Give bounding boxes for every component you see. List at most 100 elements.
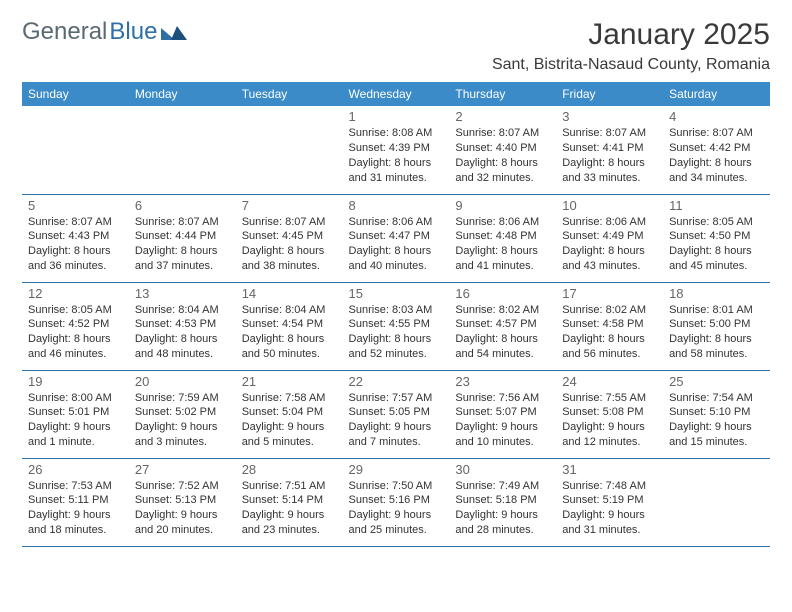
day-number: 12 — [28, 286, 123, 301]
week-row: 12Sunrise: 8:05 AMSunset: 4:52 PMDayligh… — [22, 282, 770, 370]
day-header: Thursday — [449, 82, 556, 106]
daylight-line: Daylight: 9 hours and 1 minute. — [28, 420, 123, 450]
day-number: 21 — [242, 374, 337, 389]
day-number: 19 — [28, 374, 123, 389]
daylight-line: Daylight: 8 hours and 37 minutes. — [135, 244, 230, 274]
sunrise-line: Sunrise: 7:49 AM — [455, 479, 550, 494]
day-number: 7 — [242, 198, 337, 213]
sunset-line: Sunset: 5:02 PM — [135, 405, 230, 420]
day-header: Monday — [129, 82, 236, 106]
day-cell: 7Sunrise: 8:07 AMSunset: 4:45 PMDaylight… — [236, 194, 343, 282]
logo-text-part1: General — [22, 18, 107, 46]
sunrise-line: Sunrise: 7:52 AM — [135, 479, 230, 494]
day-cell: 26Sunrise: 7:53 AMSunset: 5:11 PMDayligh… — [22, 458, 129, 546]
sunrise-line: Sunrise: 8:01 AM — [669, 303, 764, 318]
week-row: 5Sunrise: 8:07 AMSunset: 4:43 PMDaylight… — [22, 194, 770, 282]
day-cell: 20Sunrise: 7:59 AMSunset: 5:02 PMDayligh… — [129, 370, 236, 458]
day-number: 31 — [562, 462, 657, 477]
day-number: 13 — [135, 286, 230, 301]
sunset-line: Sunset: 5:05 PM — [349, 405, 444, 420]
sunset-line: Sunset: 4:41 PM — [562, 141, 657, 156]
sunset-line: Sunset: 5:14 PM — [242, 493, 337, 508]
daylight-line: Daylight: 9 hours and 12 minutes. — [562, 420, 657, 450]
sunset-line: Sunset: 5:11 PM — [28, 493, 123, 508]
daylight-line: Daylight: 8 hours and 43 minutes. — [562, 244, 657, 274]
week-row: 19Sunrise: 8:00 AMSunset: 5:01 PMDayligh… — [22, 370, 770, 458]
sunset-line: Sunset: 4:53 PM — [135, 317, 230, 332]
day-number: 27 — [135, 462, 230, 477]
logo: GeneralBlue — [22, 18, 187, 46]
day-cell: 17Sunrise: 8:02 AMSunset: 4:58 PMDayligh… — [556, 282, 663, 370]
daylight-line: Daylight: 9 hours and 15 minutes. — [669, 420, 764, 450]
month-title: January 2025 — [492, 18, 770, 52]
day-number: 23 — [455, 374, 550, 389]
daylight-line: Daylight: 8 hours and 46 minutes. — [28, 332, 123, 362]
daylight-line: Daylight: 8 hours and 40 minutes. — [349, 244, 444, 274]
day-cell: 4Sunrise: 8:07 AMSunset: 4:42 PMDaylight… — [663, 106, 770, 194]
week-row: 26Sunrise: 7:53 AMSunset: 5:11 PMDayligh… — [22, 458, 770, 546]
daylight-line: Daylight: 9 hours and 23 minutes. — [242, 508, 337, 538]
sunrise-line: Sunrise: 8:05 AM — [28, 303, 123, 318]
title-block: January 2025 Sant, Bistrita-Nasaud Count… — [492, 18, 770, 74]
sunset-line: Sunset: 4:44 PM — [135, 229, 230, 244]
sunset-line: Sunset: 5:18 PM — [455, 493, 550, 508]
sunrise-line: Sunrise: 8:02 AM — [455, 303, 550, 318]
day-number: 8 — [349, 198, 444, 213]
sunset-line: Sunset: 4:55 PM — [349, 317, 444, 332]
day-cell: 3Sunrise: 8:07 AMSunset: 4:41 PMDaylight… — [556, 106, 663, 194]
daylight-line: Daylight: 9 hours and 31 minutes. — [562, 508, 657, 538]
sunset-line: Sunset: 4:52 PM — [28, 317, 123, 332]
day-cell: 6Sunrise: 8:07 AMSunset: 4:44 PMDaylight… — [129, 194, 236, 282]
sunset-line: Sunset: 4:42 PM — [669, 141, 764, 156]
day-number: 16 — [455, 286, 550, 301]
day-cell: 2Sunrise: 8:07 AMSunset: 4:40 PMDaylight… — [449, 106, 556, 194]
daylight-line: Daylight: 9 hours and 18 minutes. — [28, 508, 123, 538]
day-number: 29 — [349, 462, 444, 477]
sunrise-line: Sunrise: 7:51 AM — [242, 479, 337, 494]
day-cell: 29 Sunrise: 7:50 AMSunset: 5:16 PMDayligh… — [343, 458, 450, 546]
daylight-line: Daylight: 8 hours and 32 minutes. — [455, 156, 550, 186]
sunset-line: Sunset: 4:45 PM — [242, 229, 337, 244]
sunset-line: Sunset: 4:40 PM — [455, 141, 550, 156]
day-cell: 28Sunrise: 7:51 AMSunset: 5:14 PMDayligh… — [236, 458, 343, 546]
sunrise-line: Sunrise: 7:48 AM — [562, 479, 657, 494]
daylight-line: Daylight: 8 hours and 58 minutes. — [669, 332, 764, 362]
day-header: Friday — [556, 82, 663, 106]
sunrise-line: Sunrise: 8:08 AM — [349, 126, 444, 141]
day-header: Saturday — [663, 82, 770, 106]
sunset-line: Sunset: 5:08 PM — [562, 405, 657, 420]
week-row: 1Sunrise: 8:08 AMSunset: 4:39 PMDaylight… — [22, 106, 770, 194]
empty-cell — [663, 458, 770, 546]
empty-cell — [22, 106, 129, 194]
day-number: 9 — [455, 198, 550, 213]
sunset-line: Sunset: 5:13 PM — [135, 493, 230, 508]
sunset-line: Sunset: 4:54 PM — [242, 317, 337, 332]
day-cell: 22Sunrise: 7:57 AMSunset: 5:05 PMDayligh… — [343, 370, 450, 458]
sunset-line: Sunset: 5:19 PM — [562, 493, 657, 508]
daylight-line: Daylight: 9 hours and 25 minutes. — [349, 508, 444, 538]
day-cell: 19Sunrise: 8:00 AMSunset: 5:01 PMDayligh… — [22, 370, 129, 458]
day-number: 22 — [349, 374, 444, 389]
daylight-line: Daylight: 9 hours and 7 minutes. — [349, 420, 444, 450]
day-number: 11 — [669, 198, 764, 213]
day-cell: 16Sunrise: 8:02 AMSunset: 4:57 PMDayligh… — [449, 282, 556, 370]
day-number: 26 — [28, 462, 123, 477]
header: GeneralBlue January 2025 Sant, Bistrita-… — [22, 18, 770, 74]
sunset-line: Sunset: 4:48 PM — [455, 229, 550, 244]
sunrise-line: Sunrise: 8:06 AM — [349, 215, 444, 230]
day-number: 3 — [562, 109, 657, 124]
sunrise-line: Sunrise: 7:50 AM — [349, 479, 444, 494]
calendar-table: SundayMondayTuesdayWednesdayThursdayFrid… — [22, 82, 770, 547]
day-number: 25 — [669, 374, 764, 389]
sunset-line: Sunset: 4:50 PM — [669, 229, 764, 244]
day-cell: 27Sunrise: 7:52 AMSunset: 5:13 PMDayligh… — [129, 458, 236, 546]
day-cell: 5Sunrise: 8:07 AMSunset: 4:43 PMDaylight… — [22, 194, 129, 282]
day-cell: 25Sunrise: 7:54 AMSunset: 5:10 PMDayligh… — [663, 370, 770, 458]
sunset-line: Sunset: 5:16 PM — [349, 493, 444, 508]
sunrise-line: Sunrise: 8:04 AM — [242, 303, 337, 318]
sunset-line: Sunset: 5:01 PM — [28, 405, 123, 420]
day-cell: 21Sunrise: 7:58 AMSunset: 5:04 PMDayligh… — [236, 370, 343, 458]
day-number: 24 — [562, 374, 657, 389]
day-cell: 8Sunrise: 8:06 AMSunset: 4:47 PMDaylight… — [343, 194, 450, 282]
sunset-line: Sunset: 5:10 PM — [669, 405, 764, 420]
